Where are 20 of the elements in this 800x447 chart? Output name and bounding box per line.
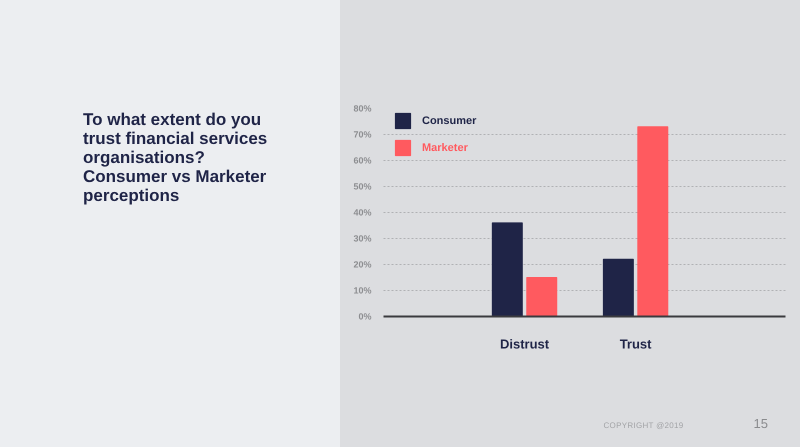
y-tick-label: 70% bbox=[353, 130, 372, 140]
text: To what extent do you trust financial services organisations? Consumer vs Marketer perceptions bbox=[83, 110, 268, 205]
bar bbox=[526, 277, 558, 316]
bar bbox=[602, 258, 634, 316]
x-tick-label: Trust bbox=[620, 336, 652, 352]
legend-label: Consumer bbox=[422, 114, 476, 126]
y-tick-label: 0% bbox=[358, 312, 372, 322]
y-tick-label: 60% bbox=[353, 156, 372, 166]
y-tick-label: 10% bbox=[353, 286, 372, 296]
text: COPYRIGHT @2019 bbox=[603, 421, 684, 430]
text: 15 bbox=[754, 416, 768, 431]
bar bbox=[637, 126, 668, 316]
x-tick-label: Distrust bbox=[500, 336, 550, 352]
y-tick-label: 40% bbox=[353, 208, 372, 218]
legend-label: Marketer bbox=[422, 142, 468, 154]
y-tick-label: 30% bbox=[353, 234, 372, 244]
y-tick-label: 20% bbox=[353, 260, 372, 270]
y-tick-label: 50% bbox=[353, 182, 372, 192]
bar bbox=[492, 222, 523, 316]
y-tick-label: 80% bbox=[353, 104, 372, 114]
